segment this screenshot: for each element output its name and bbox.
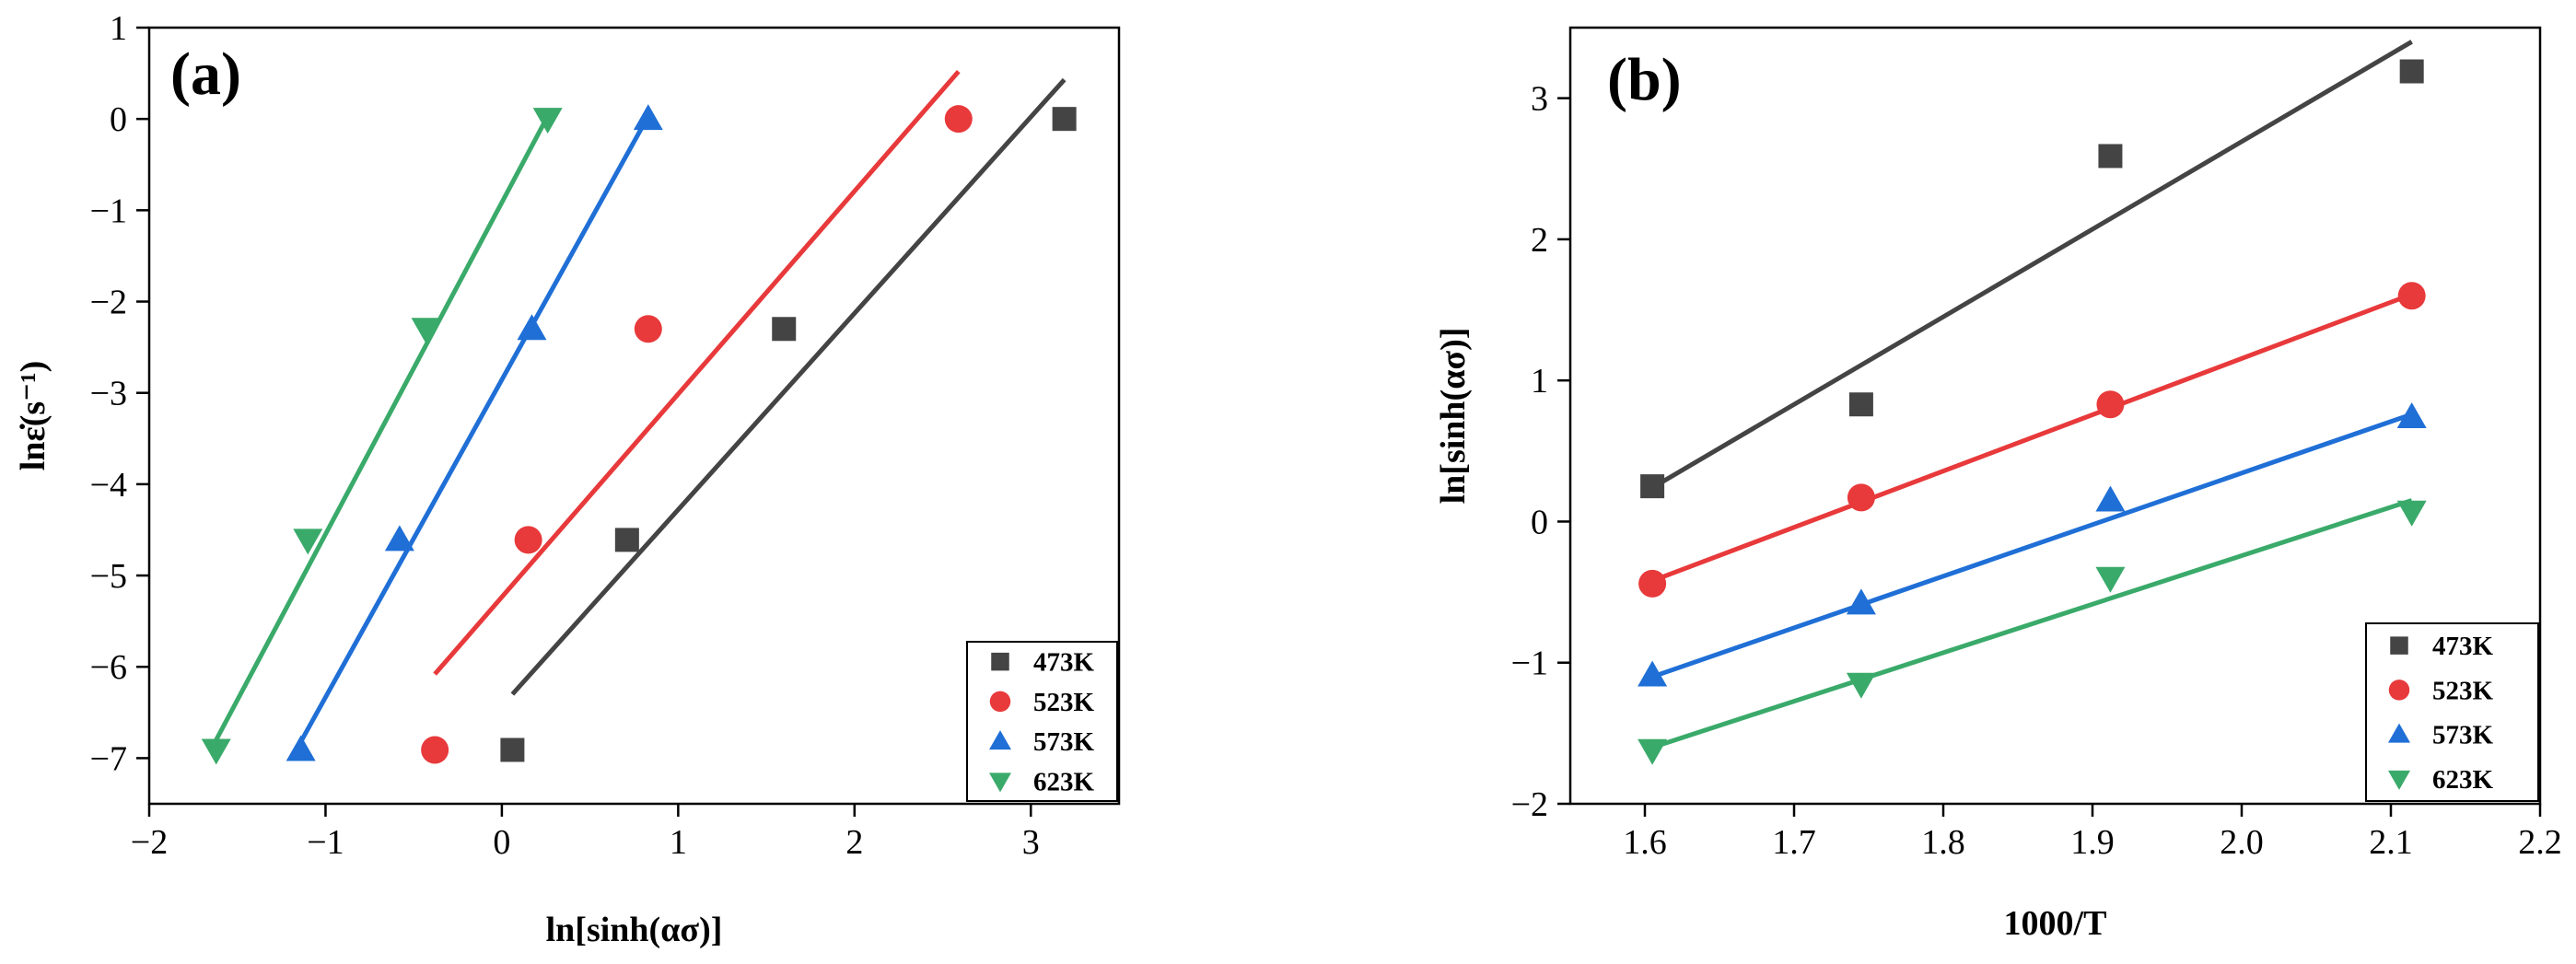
data-point-b-623K bbox=[1846, 672, 1876, 699]
data-point-b-523K bbox=[1638, 569, 1667, 598]
x-tick-label-b: 2.2 bbox=[2518, 823, 2562, 862]
legend-label-a-523K: 523K bbox=[1033, 688, 1095, 717]
legend-marker-a-623K bbox=[989, 772, 1011, 793]
data-point-b-523K bbox=[1847, 483, 1875, 512]
x-tick-label-a: −1 bbox=[307, 823, 344, 862]
panel-label-a: (a) bbox=[170, 41, 241, 108]
x-tick-label-b: 2.0 bbox=[2220, 823, 2264, 862]
plot-frame-b bbox=[1568, 26, 2542, 806]
x-tick-label-b: 1.6 bbox=[1623, 823, 1667, 862]
y-tick-label-a: −3 bbox=[90, 375, 127, 413]
data-point-b-573K bbox=[2095, 485, 2126, 512]
data-point-a-623K bbox=[293, 528, 323, 555]
legend-marker-b-573K bbox=[2388, 723, 2410, 743]
y-tick-label-b: 0 bbox=[1531, 503, 1548, 541]
x-tick-label-a: −2 bbox=[131, 823, 168, 862]
x-axis-label-b: 1000/T bbox=[2004, 904, 2107, 943]
x-tick-label-b: 1.9 bbox=[2070, 823, 2115, 862]
data-point-a-623K bbox=[201, 738, 231, 765]
chart-a: −2 −1 0 1 2 3 1 0 −1 −2 −3 −4 −5 −6 −7 ln[sinh(ασ)] lnε̇… bbox=[14, 9, 1121, 949]
x-axis-label-a: ln[sinh(ασ)] bbox=[546, 911, 723, 949]
data-point-a-523K bbox=[944, 105, 973, 134]
y-tick-label-a: −1 bbox=[90, 192, 127, 230]
data-point-b-623K bbox=[2396, 500, 2427, 527]
legend-label-b-523K: 523K bbox=[2432, 676, 2494, 705]
x-tick-label-b: 2.1 bbox=[2369, 823, 2413, 862]
data-point-b-573K bbox=[1846, 588, 1876, 615]
fit-line-b-623K bbox=[1651, 498, 2413, 750]
data-point-b-473K bbox=[2399, 59, 2424, 84]
data-point-b-573K bbox=[1638, 660, 1668, 687]
data-point-a-573K bbox=[633, 104, 663, 131]
data-point-a-523K bbox=[514, 526, 542, 554]
data-point-a-573K bbox=[384, 525, 414, 552]
data-point-a-573K bbox=[517, 314, 547, 341]
fit-line-b-523K bbox=[1651, 292, 2413, 584]
y-tick-label-b: 3 bbox=[1531, 80, 1548, 119]
data-point-b-473K bbox=[2098, 144, 2123, 168]
data-point-b-623K bbox=[1638, 738, 1668, 765]
data-point-a-523K bbox=[421, 736, 449, 764]
legend-label-b-473K: 473K bbox=[2432, 632, 2494, 661]
y-axis-label-b: ln[sinh(ασ)] bbox=[1434, 328, 1473, 505]
chart-b: 1.6 1.7 1.8 1.9 2.0 2.1 2.2 3 2 1 0 −1 −2 1000/T ln[si… bbox=[1434, 26, 2562, 943]
y-tick-label-b: 1 bbox=[1531, 362, 1548, 401]
plot-frame-a bbox=[147, 26, 1121, 806]
x-tick-label-a: 1 bbox=[670, 823, 687, 862]
legend-label-b-573K: 573K bbox=[2432, 721, 2494, 750]
x-tick-label-a: 2 bbox=[845, 823, 863, 862]
data-point-a-623K bbox=[411, 318, 441, 344]
fit-line-b-473K bbox=[1650, 40, 2413, 490]
x-tick-label-b: 1.7 bbox=[1772, 823, 1816, 862]
legend-label-a-623K: 623K bbox=[1033, 767, 1095, 796]
data-point-a-473K bbox=[1052, 107, 1077, 132]
y-tick-label-a: −5 bbox=[90, 557, 127, 596]
data-point-a-473K bbox=[772, 317, 797, 342]
legend-label-b-623K: 623K bbox=[2432, 765, 2494, 795]
x-tick-label-b: 1.8 bbox=[1921, 823, 1965, 862]
legend-marker-b-623K bbox=[2388, 770, 2410, 790]
y-tick-label-a: −7 bbox=[90, 739, 127, 778]
legend-marker-b-473K bbox=[2390, 636, 2408, 655]
y-axis-label-a: lnε̇(s⁻¹) bbox=[14, 361, 52, 470]
data-point-b-473K bbox=[1640, 474, 1665, 499]
data-point-a-473K bbox=[500, 738, 525, 762]
y-tick-label-b: 2 bbox=[1531, 221, 1548, 260]
data-point-b-523K bbox=[2096, 390, 2125, 419]
fit-line-a-473K bbox=[510, 77, 1067, 696]
fit-line-a-573K bbox=[298, 114, 651, 743]
fit-line-a-623K bbox=[214, 115, 550, 741]
legend-marker-a-523K bbox=[989, 691, 1011, 713]
y-tick-label-b: −1 bbox=[1511, 645, 1548, 683]
data-point-b-623K bbox=[2095, 566, 2126, 593]
x-tick-label-a: 3 bbox=[1022, 823, 1040, 862]
legend-marker-b-523K bbox=[2388, 679, 2410, 701]
data-point-a-473K bbox=[614, 528, 639, 552]
data-point-a-623K bbox=[532, 108, 563, 134]
y-tick-label-a: 0 bbox=[110, 100, 127, 139]
y-tick-label-a: −2 bbox=[90, 284, 127, 322]
data-point-b-573K bbox=[2396, 402, 2427, 429]
x-tick-label-a: 0 bbox=[493, 823, 510, 862]
data-point-a-573K bbox=[286, 735, 316, 761]
legend-label-a-573K: 573K bbox=[1033, 727, 1095, 757]
y-tick-label-a: −6 bbox=[90, 648, 127, 687]
data-point-a-523K bbox=[634, 315, 662, 343]
y-tick-label-b: −2 bbox=[1511, 785, 1548, 824]
data-point-b-523K bbox=[2397, 282, 2426, 310]
fit-line-b-573K bbox=[1651, 412, 2413, 679]
y-tick-label-a: −4 bbox=[90, 466, 127, 505]
legend-label-a-473K: 473K bbox=[1033, 648, 1095, 678]
y-tick-label-a: 1 bbox=[110, 9, 127, 48]
legend-marker-a-573K bbox=[989, 730, 1011, 750]
panel-label-b: (b) bbox=[1607, 46, 1682, 113]
legend-marker-a-473K bbox=[991, 652, 1009, 671]
fit-line-a-523K bbox=[433, 69, 961, 676]
data-point-b-473K bbox=[1848, 392, 1873, 417]
